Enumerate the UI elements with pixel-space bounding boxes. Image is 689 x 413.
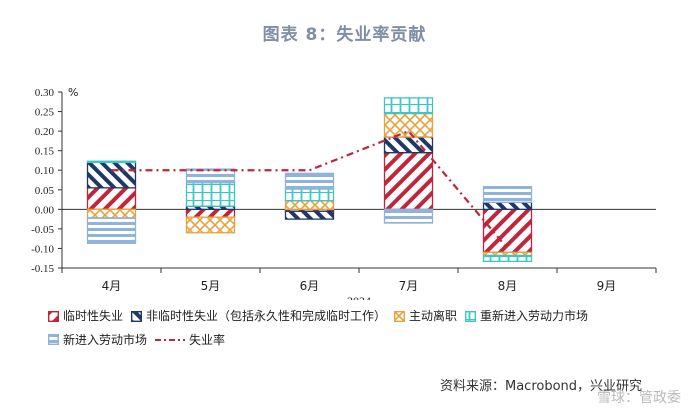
legend-label: 新进入劳动市场 [63, 332, 148, 347]
legend-label: 非临时性失业（包括永久性和完成临时工作） [146, 309, 387, 323]
source-note: 资料来源：Macrobond，兴业研究 [440, 379, 643, 394]
legend-item-new: 新进入劳动市场 [48, 329, 147, 351]
watermark: 雪球：管政委 [597, 390, 681, 406]
y-tick-label: -0.05 [31, 224, 54, 236]
bar-new [482, 185, 533, 203]
rate-line [111, 129, 509, 250]
x-tick-label: 5月 [201, 279, 221, 293]
bar-temp [185, 208, 236, 218]
x-tick-label: 7月 [399, 279, 419, 293]
bar-reentrant [185, 182, 236, 207]
bar-reentrant [86, 160, 137, 164]
y-tick-label: 0.05 [35, 185, 55, 197]
legend-swatch [155, 339, 186, 341]
bar-temp [482, 208, 533, 254]
bar-quit [284, 200, 335, 210]
bar-new [185, 168, 236, 184]
bar-quit [86, 208, 137, 219]
y-tick-label: 0.15 [35, 146, 55, 158]
y-tick-label: -0.10 [31, 243, 54, 255]
legend-swatch [465, 310, 477, 322]
chart-title: 图表 8：失业率贡献 [262, 25, 427, 45]
bar-new [86, 217, 137, 245]
chart-area: 0.30 0.25 0.20 0.15 0.10 0.05 0.00 -0.05 -0.10 -0… [31, 86, 657, 300]
x-tick-label: 4月 [102, 279, 122, 293]
y-tick-label: 0.25 [35, 107, 55, 119]
legend-item-temp: 临时性失业 [48, 305, 123, 327]
bar-new [383, 208, 434, 224]
y-tick-label: -0.15 [31, 263, 54, 275]
y-tick-label: 0.20 [35, 126, 55, 138]
bar-reentrant [383, 97, 434, 115]
legend-swatch [48, 334, 59, 345]
x-axis-label: 2024 [347, 294, 371, 300]
bar-perm [86, 161, 137, 189]
legend-item-quit: 主动离职 [394, 305, 457, 327]
legend: 临时性失业 非临时性失业（包括永久性和完成临时工作） 主动离职 重新进入劳动力市场新进… [48, 305, 668, 352]
bar-quit [383, 112, 434, 138]
bar-new [284, 172, 335, 190]
legend-label: 失业率 [189, 333, 226, 347]
legend-label: 临时性失业 [63, 309, 124, 323]
legend-swatch [394, 310, 406, 322]
legend-item-perm: 非临时性失业（包括永久性和完成临时工作） [131, 305, 386, 327]
bar-quit [185, 216, 236, 234]
bar-reentrant [482, 254, 533, 263]
bar-perm [284, 210, 335, 220]
y-tick-label: 0.10 [35, 165, 55, 177]
y-axis-label: % [68, 86, 78, 99]
legend-swatch [131, 310, 143, 322]
legend-item-rate: 失业率 [155, 329, 225, 351]
y-tick-label: 0.00 [35, 204, 55, 216]
legend-item-reentrant: 重新进入劳动力市场 [465, 305, 588, 327]
y-tick-label: 0.30 [35, 87, 55, 99]
x-tick-label: 9月 [597, 279, 617, 293]
legend-label: 主动离职 [409, 309, 458, 323]
bar-reentrant [284, 188, 335, 202]
bar-temp [383, 151, 434, 210]
x-tick-label: 8月 [498, 279, 518, 293]
bar-perm [482, 201, 533, 210]
legend-swatch [48, 310, 59, 322]
x-tick-label: 6月 [300, 279, 320, 293]
legend-label: 重新进入劳动力市场 [480, 309, 589, 323]
bar-temp [86, 187, 137, 210]
